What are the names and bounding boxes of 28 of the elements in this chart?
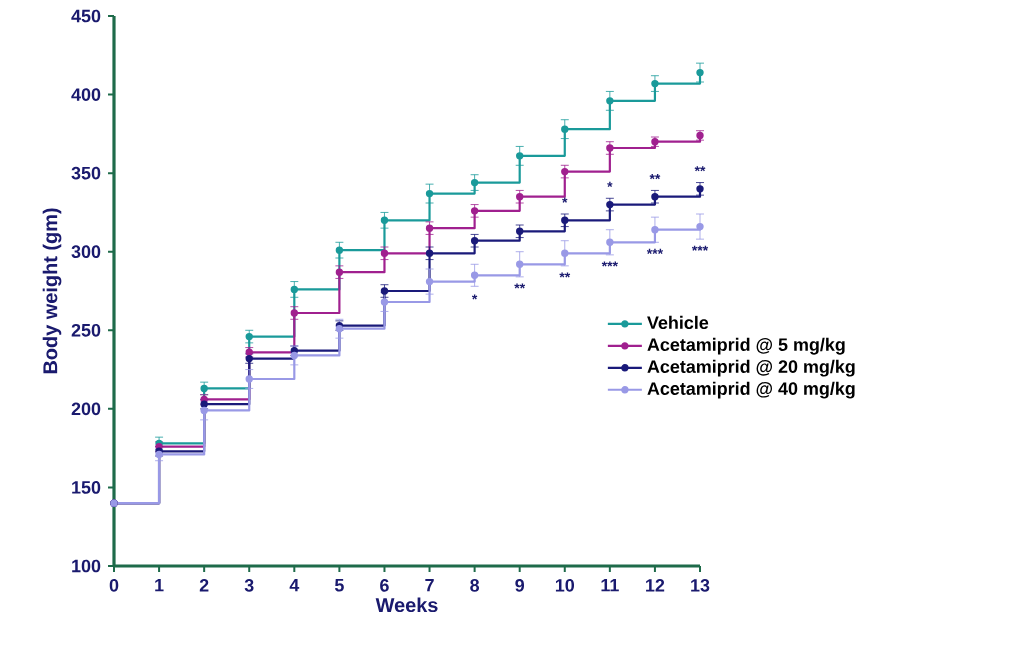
y-tick-label: 100 — [72, 559, 101, 573]
legend-label: Vehicle — [647, 315, 709, 330]
y-tick-label: 150 — [72, 481, 101, 494]
y-tick-label: 200 — [71, 402, 101, 416]
x-tick-label: 3 — [244, 579, 254, 592]
x-tick-label: 8 — [470, 579, 480, 592]
legend-label: Acetamiprid @ 40 mg/kg — [647, 381, 855, 399]
x-tick-label: 4 — [289, 579, 300, 592]
y-tick-label: 350 — [71, 166, 101, 180]
x-axis-title: Weeks — [375, 597, 438, 613]
y-tick-label: 450 — [71, 9, 101, 23]
x-tick-label: 7 — [425, 579, 434, 592]
x-tick-label: 10 — [555, 579, 575, 592]
x-tick-label: 9 — [515, 579, 525, 592]
y-axis-title: Body weight (gm) — [42, 208, 62, 374]
x-tick-label: 1 — [155, 579, 164, 592]
x-tick-label: 5 — [334, 579, 344, 592]
legend-label: Acetamiprid @ 20 mg/kg — [647, 359, 855, 377]
y-tick-label: 300 — [71, 245, 101, 259]
x-tick-label: 0 — [109, 579, 119, 592]
x-tick-label: 11 — [601, 579, 619, 592]
x-tick-label: 13 — [691, 579, 710, 592]
x-tick-label: 2 — [199, 579, 209, 592]
y-tick-label: 250 — [71, 323, 101, 337]
x-tick-label: 12 — [646, 579, 665, 592]
x-tick-label: 6 — [380, 579, 389, 592]
legend-label: Acetamiprid @ 5 mg/kg — [647, 337, 845, 355]
y-tick-label: 400 — [71, 88, 101, 101]
